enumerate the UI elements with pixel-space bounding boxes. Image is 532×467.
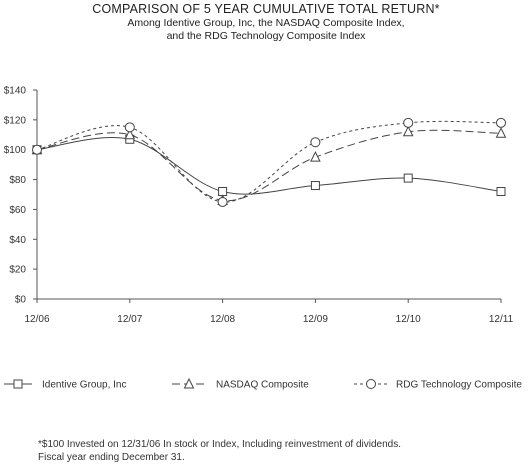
chart-subtitle-line-2: and the RDG Technology Composite Index (166, 30, 366, 42)
y-tick-label: $100 (4, 145, 27, 156)
footnote-fiscal-year: Fiscal year ending December 31. (38, 452, 185, 463)
x-tick-label: 12/09 (303, 314, 328, 325)
footnote-investment: *$100 Invested on 12/31/06 In stock or I… (38, 439, 402, 450)
data-point-triangle (402, 125, 414, 137)
legend-marker-triangle (183, 377, 195, 389)
y-tick-label: $20 (9, 265, 26, 276)
chart-subtitle-line-1: Among Identive Group, Inc, the NASDAQ Co… (127, 17, 405, 29)
series-line-1 (36, 129, 502, 202)
x-tick-label: 12/06 (24, 314, 49, 325)
chart-legend: Identive Group, Inc NASDAQ Composite RDG T… (4, 377, 522, 391)
series-line-2 (36, 120, 502, 203)
data-point-triangle (310, 151, 321, 162)
data-point-circle (310, 137, 321, 148)
y-tick-label: $140 (4, 86, 27, 97)
y-tick-label: $120 (4, 115, 27, 126)
x-tick-label: 12/08 (210, 314, 235, 325)
data-point-triangle (124, 128, 136, 140)
data-point-square (403, 173, 413, 183)
data-point-circle (217, 196, 228, 207)
data-point-triangle (495, 127, 507, 138)
y-tick-label: $80 (9, 175, 26, 186)
x-tick-label: 12/11 (489, 314, 514, 325)
y-tick-label: $40 (9, 235, 26, 246)
data-point-circle (32, 144, 42, 155)
legend-marker-square (13, 379, 23, 389)
series-line-0 (36, 137, 502, 195)
data-point-circle (403, 117, 414, 128)
x-tick-label: 12/07 (117, 314, 142, 325)
chart-series (31, 117, 507, 207)
data-point-square (218, 187, 228, 197)
y-tick-label: $60 (9, 205, 26, 216)
legend-label-1: NASDAQ Composite (216, 380, 309, 391)
data-point-square (310, 181, 320, 191)
legend-marker-circle (366, 379, 376, 389)
chart-title: COMPARISON OF 5 YEAR CUMULATIVE TOTAL RE… (92, 2, 440, 16)
y-tick-label: $0 (15, 295, 27, 306)
x-tick-label: 12/10 (396, 314, 421, 325)
data-point-circle (124, 122, 135, 133)
legend-label-0: Identive Group, Inc (42, 380, 127, 391)
legend-label-2: RDG Technology Composite (396, 380, 522, 391)
data-point-square (496, 187, 506, 197)
data-point-circle (496, 117, 506, 128)
chart-axes: $0 $20 $40 $60 $80 $100 $120 $140 12/06 12/07 12/0… (4, 86, 514, 326)
